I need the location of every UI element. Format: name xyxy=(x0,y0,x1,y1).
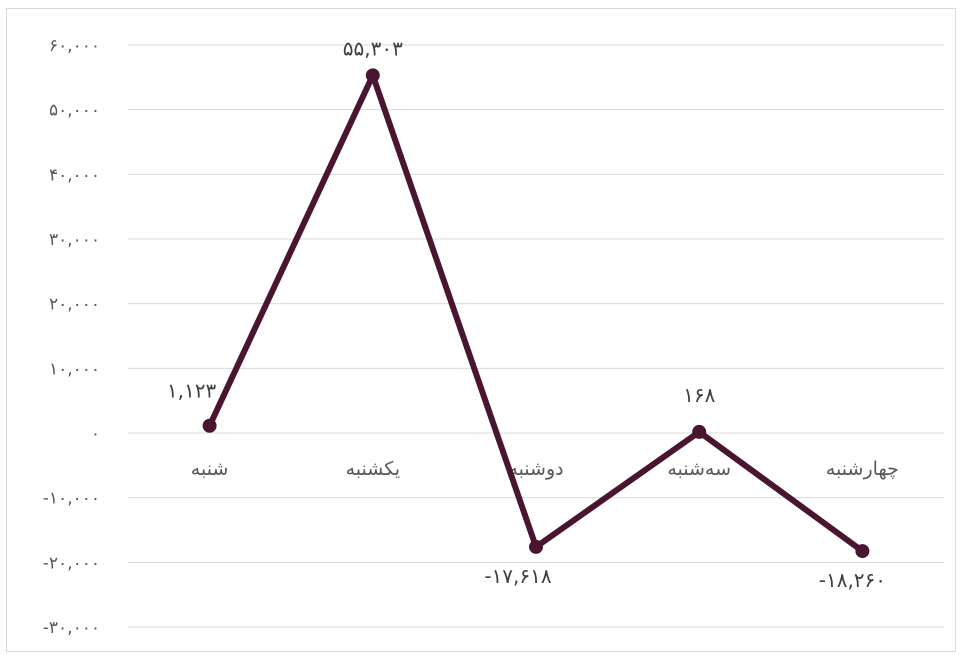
y-tick-label: ۶۰,۰۰۰ xyxy=(49,36,100,56)
y-tick-label: ۰ xyxy=(91,424,100,444)
data-label: ۱,۱۲۳ xyxy=(167,379,217,403)
data-point-marker xyxy=(855,544,870,559)
x-category-label: شنبه xyxy=(191,458,229,480)
data-point-marker xyxy=(692,424,707,439)
data-point-marker xyxy=(202,418,217,433)
y-tick-label: ۵۰,۰۰۰ xyxy=(49,101,100,121)
data-point-marker xyxy=(365,68,380,83)
x-category-label: دوشنبه xyxy=(508,458,563,480)
x-category-label: چهارشنبه xyxy=(826,458,899,480)
data-label: ۵۵,۳۰۳ xyxy=(343,36,403,60)
data-point-marker xyxy=(529,539,543,554)
y-tick-label: ۳۰,۰۰۰ xyxy=(49,230,100,250)
data-label: -۱۸,۲۶۰ xyxy=(819,568,886,592)
y-tick-label: -۳۰,۰۰۰ xyxy=(43,618,100,638)
y-tick-label: -۱۰,۰۰۰ xyxy=(43,489,100,509)
y-tick-label: -۲۰,۰۰۰ xyxy=(43,553,100,573)
y-tick-label: ۲۰,۰۰۰ xyxy=(49,295,100,315)
x-category-label: یکشنبه xyxy=(346,458,400,480)
x-category-label: سه‌شنبه xyxy=(667,458,731,480)
data-label: -۱۷,۶۱۸ xyxy=(484,564,552,588)
y-tick-label: ۱۰,۰۰۰ xyxy=(49,359,100,379)
y-tick-label: ۴۰,۰۰۰ xyxy=(49,165,100,185)
data-label: ۱۶۸ xyxy=(683,383,715,407)
